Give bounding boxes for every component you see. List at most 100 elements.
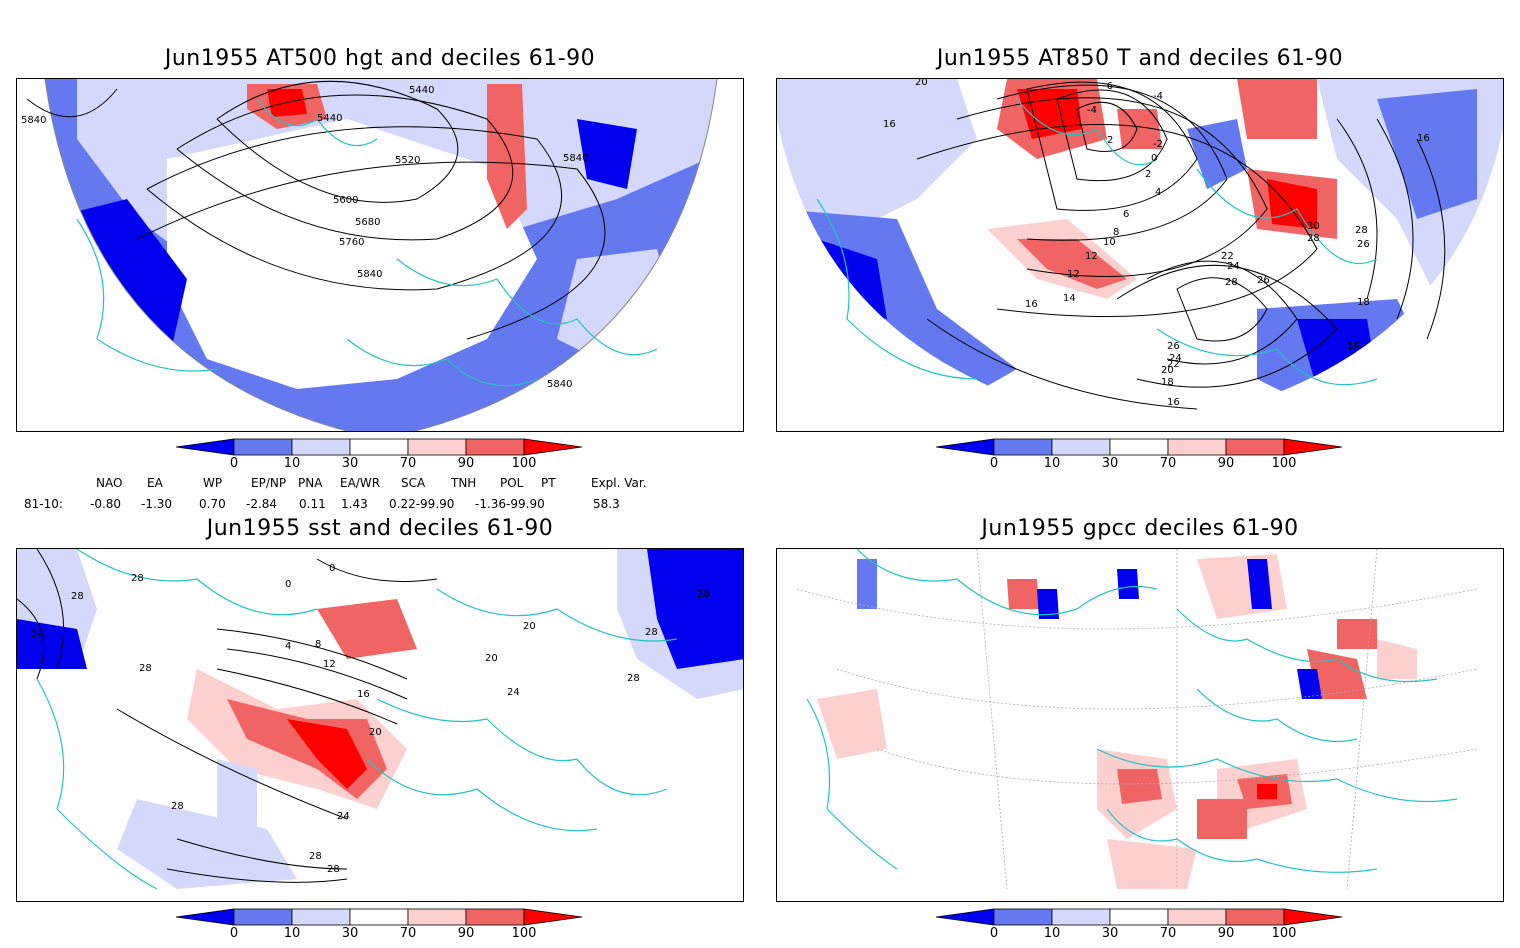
contour-label: 0 bbox=[1151, 153, 1157, 164]
contour-label: 18 bbox=[1357, 297, 1370, 308]
contour-label: 12 bbox=[323, 659, 336, 670]
contour-label: 14 bbox=[1063, 293, 1076, 304]
contour-label: 24 bbox=[1227, 261, 1240, 272]
colorbar-label: 10 bbox=[1043, 926, 1061, 941]
colorbar-label: 30 bbox=[341, 456, 359, 471]
colorbar-label: 0 bbox=[989, 456, 999, 471]
contour-label: -4 bbox=[1153, 91, 1163, 102]
gpcc-anomaly-patches bbox=[817, 554, 1417, 889]
sst-contours bbox=[17, 549, 438, 883]
contour-label: 28 bbox=[71, 591, 84, 602]
index-header: EA bbox=[147, 476, 163, 490]
index-header: SCA bbox=[401, 476, 426, 490]
map-panel-t850: 20 -6 -4 -4 2 -2 0 2 4 6 8 10 12 12 14 1… bbox=[776, 78, 1504, 432]
contour-label: 28 bbox=[171, 801, 184, 812]
contour-label: 24 bbox=[507, 687, 520, 698]
contour-label: 28 bbox=[1225, 277, 1238, 288]
contour-label: 28 bbox=[309, 851, 322, 862]
colorbar-label: 10 bbox=[1043, 456, 1061, 471]
contour-label: 24 bbox=[31, 629, 44, 640]
contour-label: 24 bbox=[1169, 353, 1182, 364]
contour-label: 2 bbox=[1145, 169, 1151, 180]
contour-label: 30 bbox=[1307, 221, 1320, 232]
contour-label: 8 bbox=[1113, 227, 1119, 238]
contour-label: 26 bbox=[1357, 239, 1370, 250]
index-value: -0.80 bbox=[90, 497, 122, 511]
contour-label: 5840 bbox=[547, 379, 572, 390]
contour-label: 20 bbox=[369, 727, 382, 738]
contour-label: 16 bbox=[883, 119, 896, 130]
colorbar-label: 100 bbox=[511, 456, 537, 471]
contour-label: 18 bbox=[1161, 377, 1174, 388]
panel-title-gpcc: Jun1955 gpcc deciles 61-90 bbox=[981, 516, 1299, 541]
colorbar-label: 30 bbox=[1101, 456, 1119, 471]
contour-label: 20 bbox=[1161, 365, 1174, 376]
contour-labels: 5440 5440 5520 5600 5680 5760 5840 5840 … bbox=[21, 85, 588, 390]
colorbar-label: 100 bbox=[1271, 926, 1297, 941]
panel-title-sst: Jun1955 sst and deciles 61-90 bbox=[206, 516, 554, 541]
panel-title-hgt500: Jun1955 AT500 hgt and deciles 61-90 bbox=[164, 46, 596, 71]
map-panel-gpcc bbox=[776, 548, 1504, 902]
colorbar-label: 70 bbox=[399, 926, 417, 941]
colorbar-swatches bbox=[935, 438, 1343, 456]
contour-label: 28 bbox=[1307, 233, 1320, 244]
contour-label: 26 bbox=[1257, 275, 1270, 286]
contour-label: 24 bbox=[337, 811, 350, 822]
index-value: -2.84 bbox=[246, 497, 278, 511]
contour-label: 0 bbox=[329, 563, 335, 574]
colorbar-label: 70 bbox=[1159, 456, 1177, 471]
map-panel-sst: 28 28 24 28 0 0 4 8 12 16 20 20 20 24 28… bbox=[16, 548, 744, 902]
map-t850-svg: 20 -6 -4 -4 2 -2 0 2 4 6 8 10 12 12 14 1… bbox=[777, 79, 1503, 429]
index-header: TNH bbox=[451, 476, 477, 490]
contour-label: 12 bbox=[1085, 251, 1098, 262]
colorbar-swatches bbox=[175, 908, 583, 926]
panel-title-t850: Jun1955 AT850 T and deciles 61-90 bbox=[936, 46, 1344, 71]
contour-label: 4 bbox=[1155, 187, 1161, 198]
colorbar-label: 30 bbox=[341, 926, 359, 941]
contour-label: 20 bbox=[523, 621, 536, 632]
colorbar-label: 0 bbox=[989, 926, 999, 941]
contour-label: 5760 bbox=[339, 237, 364, 248]
colorbar-bottom-right: 0 10 30 70 90 100 bbox=[935, 908, 1356, 948]
contour-label: 5840 bbox=[21, 115, 46, 126]
contour-label: 16 bbox=[1347, 341, 1360, 352]
contour-label: 8 bbox=[315, 639, 321, 650]
index-value: 58.3 bbox=[593, 497, 620, 511]
contour-label: 5440 bbox=[317, 113, 342, 124]
contour-label: 16 bbox=[1025, 299, 1038, 310]
colorbar-bottom-left: 0 10 30 70 90 100 bbox=[175, 908, 596, 948]
colorbar-top-left: 0 10 30 70 90 100 bbox=[175, 438, 596, 478]
contour-label: 28 bbox=[645, 627, 658, 638]
index-value: 0.11 bbox=[299, 497, 326, 511]
contour-label: 22 bbox=[1221, 251, 1234, 262]
colorbar-label: 10 bbox=[283, 926, 301, 941]
index-value: -1.36-99.90 bbox=[475, 497, 545, 511]
contour-label: 6 bbox=[1123, 209, 1129, 220]
contour-label: 4 bbox=[285, 641, 291, 652]
contour-label: 5440 bbox=[409, 85, 434, 96]
contour-label: 22 bbox=[1167, 359, 1180, 370]
index-header: WP bbox=[203, 476, 223, 490]
colorbar-label: 90 bbox=[1217, 926, 1235, 941]
index-value: 1.43 bbox=[341, 497, 368, 511]
index-header: EA/WR bbox=[340, 476, 381, 490]
colorbar-swatches bbox=[175, 438, 583, 456]
map-sst-svg: 28 28 24 28 0 0 4 8 12 16 20 20 20 24 28… bbox=[17, 549, 743, 901]
contour-label: 16 bbox=[1417, 133, 1430, 144]
map-hgt500-svg: 5440 5440 5520 5600 5680 5760 5840 5840 … bbox=[21, 79, 718, 431]
graticule bbox=[796, 549, 1478, 890]
contour-label: 16 bbox=[357, 689, 370, 700]
colorbar-label: 70 bbox=[1159, 926, 1177, 941]
index-value: 0.22-99.90 bbox=[389, 497, 455, 511]
contour-label: 5520 bbox=[395, 155, 420, 166]
index-value: -1.30 bbox=[141, 497, 173, 511]
colorbar-label: 70 bbox=[399, 456, 417, 471]
map-gpcc-svg bbox=[777, 549, 1503, 901]
contour-label: -4 bbox=[1087, 105, 1097, 116]
contour-label: 28 bbox=[1355, 225, 1368, 236]
contour-label: 28 bbox=[697, 589, 710, 600]
contour-label: 10 bbox=[1103, 237, 1116, 248]
hgt-contours bbox=[26, 80, 606, 340]
contour-label: 2 bbox=[1107, 135, 1113, 146]
colorbar-label: 100 bbox=[1271, 456, 1297, 471]
